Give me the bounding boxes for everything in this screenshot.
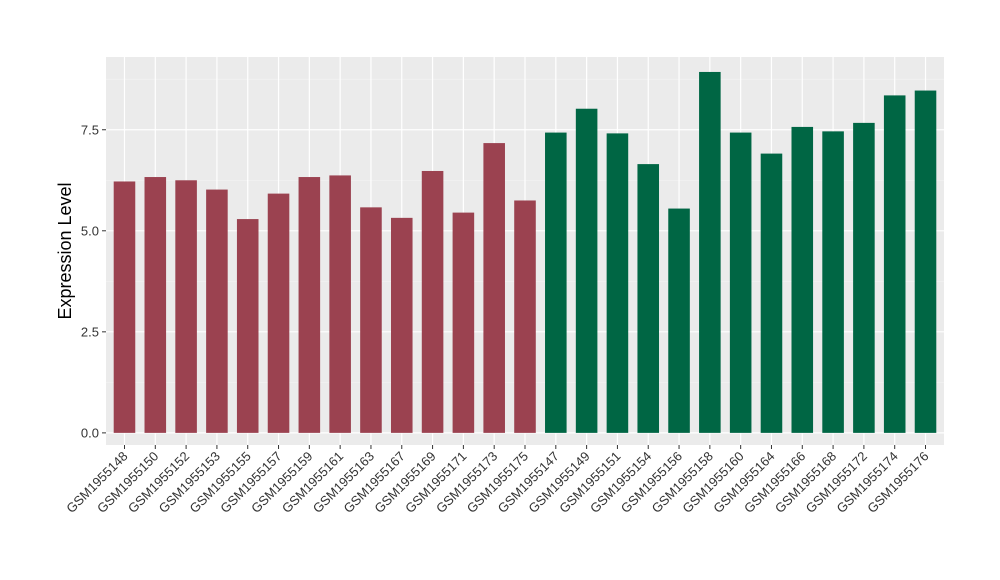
- bar: [236, 219, 259, 433]
- y-axis: 0.0 2.5 5.0 7.5: [81, 122, 106, 440]
- bar: [668, 208, 690, 433]
- bar: [853, 122, 875, 433]
- bar: [113, 181, 136, 433]
- y-tick-label: 5.0: [81, 223, 99, 238]
- bar: [545, 132, 567, 433]
- bar: [206, 189, 228, 433]
- bar: [606, 133, 629, 433]
- bar: [883, 95, 906, 433]
- bar: [637, 164, 660, 433]
- bar: [483, 143, 505, 433]
- bar: [144, 177, 167, 433]
- bar: [175, 180, 197, 433]
- bar: [421, 170, 444, 433]
- y-tick-label: 2.5: [81, 324, 99, 339]
- bars: [113, 71, 937, 433]
- bar: [514, 200, 536, 433]
- bar: [390, 217, 413, 433]
- bar: [791, 126, 814, 433]
- y-tick-label: 0.0: [81, 425, 99, 440]
- bar: [729, 132, 752, 433]
- bar: [699, 71, 721, 433]
- y-tick-label: 7.5: [81, 122, 99, 137]
- bar: [822, 131, 844, 433]
- bar: [760, 153, 783, 433]
- bar: [267, 193, 290, 433]
- y-axis-title: Expression Level: [55, 182, 75, 319]
- bar: [298, 177, 321, 433]
- x-axis: GSM1955148GSM1955150GSM1955152GSM1955153…: [63, 445, 932, 516]
- bar: [360, 207, 382, 433]
- bar: [575, 108, 598, 433]
- bar: [329, 175, 351, 433]
- bar: [452, 212, 475, 433]
- bar: [914, 90, 937, 433]
